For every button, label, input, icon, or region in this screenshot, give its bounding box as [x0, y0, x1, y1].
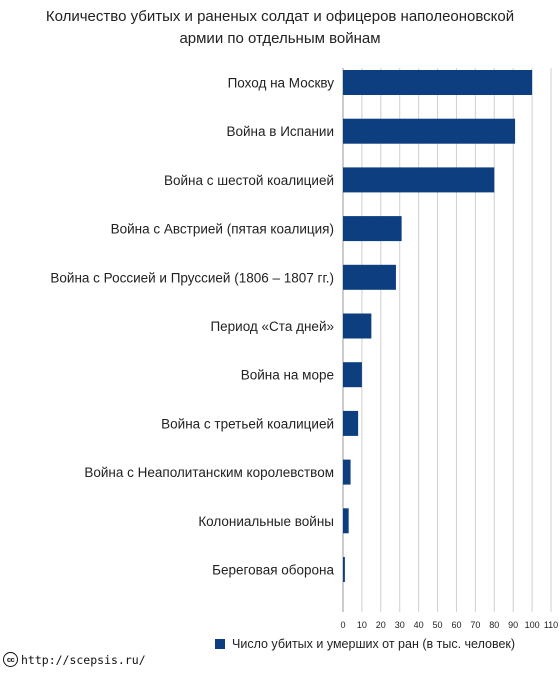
- x-tick-label: 0: [340, 620, 345, 630]
- category-label: Период «Ста дней»: [210, 319, 334, 334]
- x-tick-label: 20: [376, 620, 386, 630]
- legend-label: Число убитых и умерших от ран (в тыс. че…: [232, 637, 516, 651]
- category-label: Война с третьей коалицией: [161, 416, 334, 431]
- category-label: Война с Неаполитанским королевством: [84, 465, 334, 480]
- bars: [343, 70, 533, 582]
- x-tick-label: 60: [451, 620, 461, 630]
- footer: cc http://scepsis.ru/: [3, 652, 146, 667]
- x-tick-label: 70: [470, 620, 480, 630]
- category-label: Война в Испании: [227, 124, 335, 139]
- x-tick-label: 100: [525, 620, 540, 630]
- bar: [343, 264, 396, 290]
- category-label: Поход на Москву: [228, 76, 335, 91]
- category-label: Колониальные войны: [198, 514, 334, 529]
- bar: [343, 362, 362, 388]
- bar: [343, 167, 495, 193]
- bar: [343, 508, 349, 534]
- x-tick-label: 10: [357, 620, 367, 630]
- x-tick-label: 90: [508, 620, 518, 630]
- x-tick-labels: 0 10 20 30 40 50 60 70 80 90 100 110: [340, 620, 558, 630]
- category-label: Война с Австрией (пятая коалиция): [111, 222, 334, 237]
- chart-title: Количество убитых и раненых солдат и офи…: [0, 6, 560, 50]
- category-label: Война с шестой коалицией: [164, 173, 334, 188]
- x-tick-label: 40: [414, 620, 424, 630]
- legend: Число убитых и умерших от ран (в тыс. че…: [215, 637, 515, 651]
- category-label: Война на море: [241, 368, 334, 383]
- category-label: Война с Россией и Пруссией (1806 – 1807 …: [50, 270, 334, 285]
- bar: [343, 557, 345, 582]
- bar: [343, 216, 402, 242]
- x-tick-label: 50: [433, 620, 443, 630]
- footer-url[interactable]: http://scepsis.ru/: [21, 652, 146, 667]
- chart-title-line-2: армии по отдельным войнам: [179, 30, 381, 47]
- category-label: Береговая оборона: [212, 563, 334, 578]
- bar: [343, 410, 359, 436]
- chart-title-line-1: Количество убитых и раненых солдат и офи…: [45, 8, 515, 25]
- x-tick-label: 80: [489, 620, 499, 630]
- grid-lines: [342, 68, 552, 612]
- cc-icon: cc: [3, 652, 18, 667]
- bar: [343, 459, 351, 485]
- legend-swatch: [215, 639, 225, 649]
- bar: [343, 313, 372, 339]
- bar: [343, 70, 533, 95]
- category-labels: Поход на Москву Война в Испании Война с ше…: [50, 76, 334, 578]
- x-tick-label: 30: [395, 620, 405, 630]
- bar: [343, 118, 516, 144]
- x-tick-label: 110: [544, 620, 558, 630]
